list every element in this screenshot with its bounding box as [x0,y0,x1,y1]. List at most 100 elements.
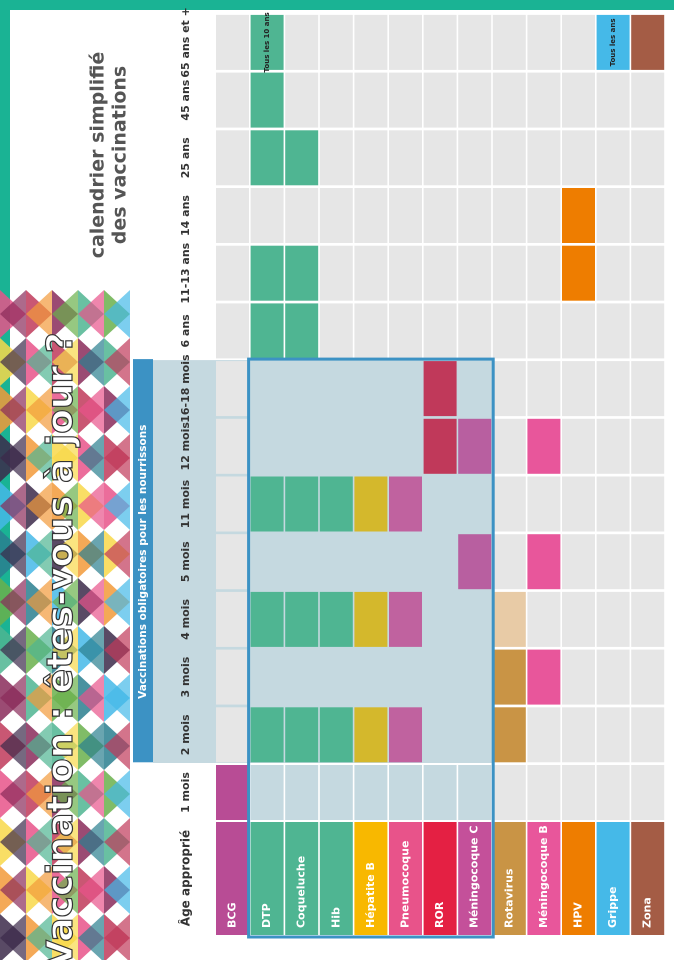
pattern-shape [52,434,78,482]
vaccine-label-cell [250,822,284,935]
empty-cell [458,14,492,70]
empty-cell [527,361,561,417]
empty-cell [354,14,388,70]
empty-cell [562,765,595,820]
dose-cell [492,591,526,647]
empty-cell [631,361,665,417]
dose-cell [389,591,422,647]
pattern-shape [52,482,78,530]
empty-cell [389,361,422,417]
pattern-shape [52,290,78,338]
empty-cell [354,765,388,820]
empty-cell [319,534,353,590]
empty-cell [527,707,561,763]
empty-cell [527,303,561,359]
empty-cell [492,303,526,359]
empty-cell [492,130,526,186]
empty-cell [389,14,422,70]
empty-cell [389,534,422,590]
age-label: 65 ans et + [179,7,192,78]
dose-cell [631,14,665,70]
empty-cell [354,361,388,417]
empty-cell [423,130,457,186]
empty-cell [631,303,665,359]
empty-cell [389,649,422,705]
vaccine-label-cell [562,822,595,935]
empty-cell [216,361,249,417]
empty-cell [527,476,561,532]
vaccine-label-cell [631,822,665,935]
pattern-shape [78,578,104,626]
empty-cell [423,591,457,647]
pattern-shape [26,914,52,960]
age-label: 11-13 ans [179,242,192,303]
empty-cell [319,72,353,128]
pattern-shape [52,770,78,818]
pattern [0,290,130,960]
empty-cell [562,14,595,70]
empty-cell [596,591,630,647]
dose-cell [285,476,319,532]
vaccine-label-cell [596,822,630,935]
pattern-shape [26,722,52,770]
pattern-shape [52,626,78,674]
pattern-shape [78,674,104,722]
pattern-shape [104,578,130,626]
age-header: Âge approprié [178,830,193,926]
pattern-shape [0,722,26,770]
empty-cell [319,14,353,70]
empty-cell [562,130,595,186]
empty-cell [458,72,492,128]
pattern-shape [26,530,52,578]
dose-cell [250,245,284,301]
pattern-shape [104,290,130,338]
empty-cell [562,649,595,705]
empty-cell [354,130,388,186]
dose-cell [285,245,319,301]
pattern-shape [104,818,130,866]
pattern-shape [0,914,26,960]
empty-cell [631,72,665,128]
pattern-shape [52,722,78,770]
empty-cell [596,707,630,763]
pattern-shape [26,482,52,530]
pattern-shape [0,482,26,530]
empty-cell [562,707,595,763]
empty-cell [319,303,353,359]
empty-cell [562,418,595,474]
pattern-shape [26,434,52,482]
empty-cell [250,765,284,820]
empty-cell [319,765,353,820]
empty-cell [250,361,284,417]
empty-cell [319,418,353,474]
empty-cell [354,649,388,705]
age-label: 16-18 mois [179,354,192,423]
empty-cell [319,130,353,186]
vaccine-label: Rotavirus [502,868,515,928]
pattern-shape [52,914,78,960]
vaccine-label: Hépatite B [364,862,377,928]
pattern-shape [0,386,26,434]
pattern-shape [0,818,26,866]
pattern-shape [26,818,52,866]
dose-cell [250,14,284,70]
empty-cell [631,476,665,532]
empty-cell [562,303,595,359]
dose-cell [423,418,457,474]
age-label: 25 ans [179,137,192,178]
pattern-shape [0,530,26,578]
vaccine-label: Grippe [606,887,619,928]
empty-cell [285,765,319,820]
empty-cell [492,534,526,590]
empty-cell [250,534,284,590]
dose-cell [527,649,561,705]
pattern-shape [104,674,130,722]
dose-cell [319,707,353,763]
empty-cell [458,707,492,763]
pattern-shape [0,866,26,914]
empty-cell [631,418,665,474]
empty-cell [216,130,249,186]
pattern-shape [78,290,104,338]
vaccine-label: Pneumocoque [399,841,412,928]
